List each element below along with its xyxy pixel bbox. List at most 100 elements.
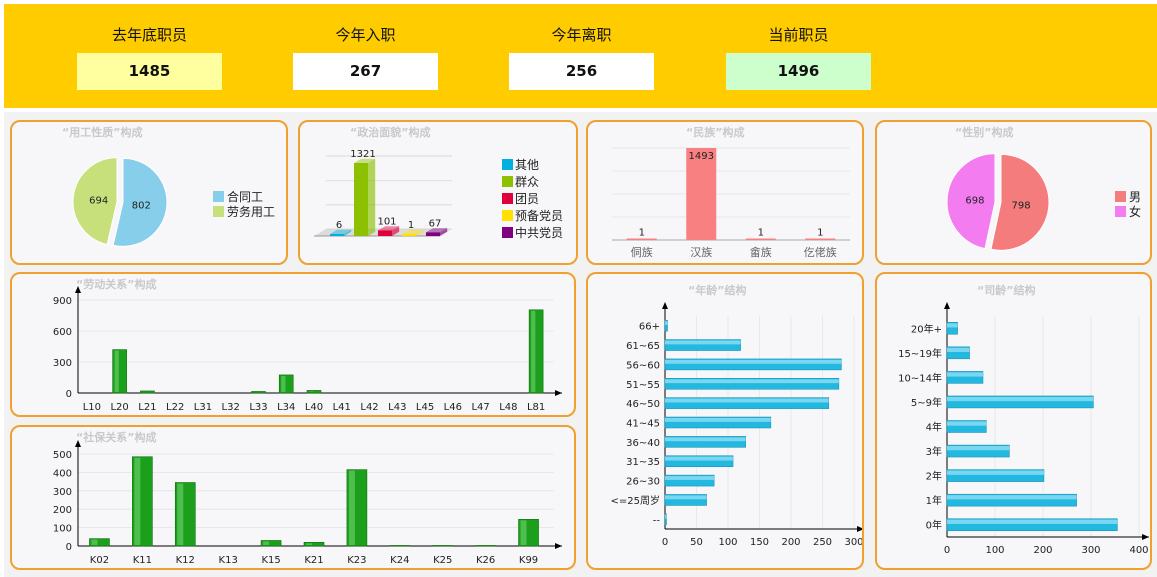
y-axis-arrow <box>662 302 668 309</box>
bar-61~65 <box>664 339 741 351</box>
bar-highlight <box>947 396 1094 402</box>
x-tick-label: K26 <box>476 555 495 566</box>
bar-51~55 <box>664 378 840 390</box>
bar-highlight <box>665 476 715 480</box>
bar-data-label: 1 <box>408 220 414 231</box>
legend-swatch <box>1115 206 1126 217</box>
y-tick-label: 41~45 <box>626 419 660 430</box>
legend-label: 劳务用工 <box>227 204 275 219</box>
bar-highlight <box>281 375 286 392</box>
bar-side <box>344 229 352 236</box>
x-tick-label: L40 <box>305 402 323 413</box>
x-tick-label: K12 <box>176 555 195 566</box>
panel-labor: “劳动关系”构成 0 300 600 900 L10 L20 L21 L22 L31 L32 L33… <box>10 272 576 417</box>
bar-side <box>440 228 448 236</box>
y-tick-label: 100 <box>53 524 72 535</box>
bar-K24 <box>389 545 411 547</box>
legend-swatch <box>502 227 513 238</box>
bar-26~30 <box>664 474 715 487</box>
bar-<=25周岁 <box>664 494 707 506</box>
pie-slice-男 <box>990 153 1050 251</box>
y-tick-label: 300 <box>53 358 72 369</box>
bar-K25 <box>432 545 454 547</box>
legend-label: 男 <box>1129 190 1141 204</box>
bar-data-label: 67 <box>429 218 442 229</box>
y-tick-label: 10~14年 <box>898 371 942 384</box>
x-tick-label: 300 <box>1081 545 1100 556</box>
panel-title: “性别”构成 <box>955 126 1014 139</box>
bar-data-label: 1321 <box>350 149 375 160</box>
y-axis-arrow <box>944 302 950 309</box>
y-tick-label: 26~30 <box>626 477 660 488</box>
gender-pie-chart: 798 698 男女 <box>946 153 1141 251</box>
panel-title: “年龄”结构 <box>688 284 747 297</box>
y-tick-label: 3年 <box>926 445 942 458</box>
bar-highlight <box>665 514 667 519</box>
x-tick-label: L47 <box>471 402 489 413</box>
bar-66+ <box>664 319 668 332</box>
pie-slice-女 <box>946 153 996 250</box>
y-tick-label: 51~55 <box>626 380 660 391</box>
bar-highlight <box>665 379 839 384</box>
bar-46~50 <box>664 397 830 409</box>
bar-side <box>392 226 400 236</box>
bar-31~35 <box>664 455 734 467</box>
bar-highlight <box>947 347 970 353</box>
y-axis-arrow <box>75 440 81 447</box>
bar-K21 <box>303 542 325 547</box>
legend-label: 群众 <box>515 175 539 189</box>
stat-label: 当前职员 <box>768 26 829 44</box>
bar-highlight <box>665 359 842 364</box>
bar-highlight <box>520 520 527 545</box>
legend-label: 其他 <box>515 158 539 172</box>
y-tick-label: 4年 <box>926 421 942 434</box>
bar-data-label: 1 <box>639 228 645 239</box>
panel-title: “用工性质”构成 <box>62 126 143 139</box>
bar-highlight <box>947 519 1118 524</box>
bar-highlight <box>263 541 270 545</box>
bar-data-label: 1493 <box>689 151 714 162</box>
bar-L40 <box>306 390 322 394</box>
x-tick-label: 0 <box>662 537 668 548</box>
x-tick-label: L81 <box>527 402 545 413</box>
bar-highlight <box>306 543 312 545</box>
stat-value: 1496 <box>726 53 871 90</box>
x-tick-label: L33 <box>249 402 267 413</box>
bar-highlight <box>665 340 741 345</box>
bar-top <box>426 228 448 233</box>
legend-label: 中共党员 <box>515 225 563 240</box>
stat-label: 去年底职员 <box>111 26 187 44</box>
x-tick-label: K15 <box>261 555 280 566</box>
legend-swatch <box>213 206 224 217</box>
x-tick-label: 300 <box>844 537 862 548</box>
bar-highlight <box>947 421 987 426</box>
y-tick-label: 1年 <box>926 494 942 507</box>
legend-swatch <box>1115 191 1126 202</box>
legend-swatch <box>502 159 513 170</box>
stat-label: 今年入职 <box>335 26 396 44</box>
x-tick-label: K02 <box>90 555 109 566</box>
bar-highlight <box>114 350 119 392</box>
social-bar-chart: 0 100 200 300 400 500 K02 K11 K12 K13 K15 K21 K23 K24… <box>53 440 562 566</box>
bar-highlight <box>665 321 668 326</box>
y-tick-label: 0年 <box>926 519 942 532</box>
x-tick-label: 畲族 <box>750 245 772 259</box>
bar-侗族 <box>626 238 657 240</box>
bar-highlight <box>947 372 983 377</box>
x-axis-arrow <box>857 526 862 532</box>
legend-swatch <box>502 176 513 187</box>
bar-畲族 <box>745 238 776 240</box>
bar-top <box>378 226 400 231</box>
panel-title: “劳动关系”构成 <box>76 278 157 291</box>
legend-label: 女 <box>1129 204 1141 219</box>
x-tick-label: K11 <box>133 555 152 566</box>
x-tick-label: L31 <box>194 402 212 413</box>
y-axis-arrow <box>75 286 81 293</box>
bar-K26 <box>475 545 496 547</box>
x-tick-label: L46 <box>444 402 462 413</box>
ethnicity-bar-chart: 1 侗族 1493 汉族 1 畲族 1 仡佬族 <box>612 147 850 259</box>
labor-bar-chart: 0 300 600 900 L10 L20 L21 L22 L31 L32 L33 L34 L40 L41… <box>53 286 562 413</box>
y-tick-label: 31~35 <box>626 457 660 468</box>
